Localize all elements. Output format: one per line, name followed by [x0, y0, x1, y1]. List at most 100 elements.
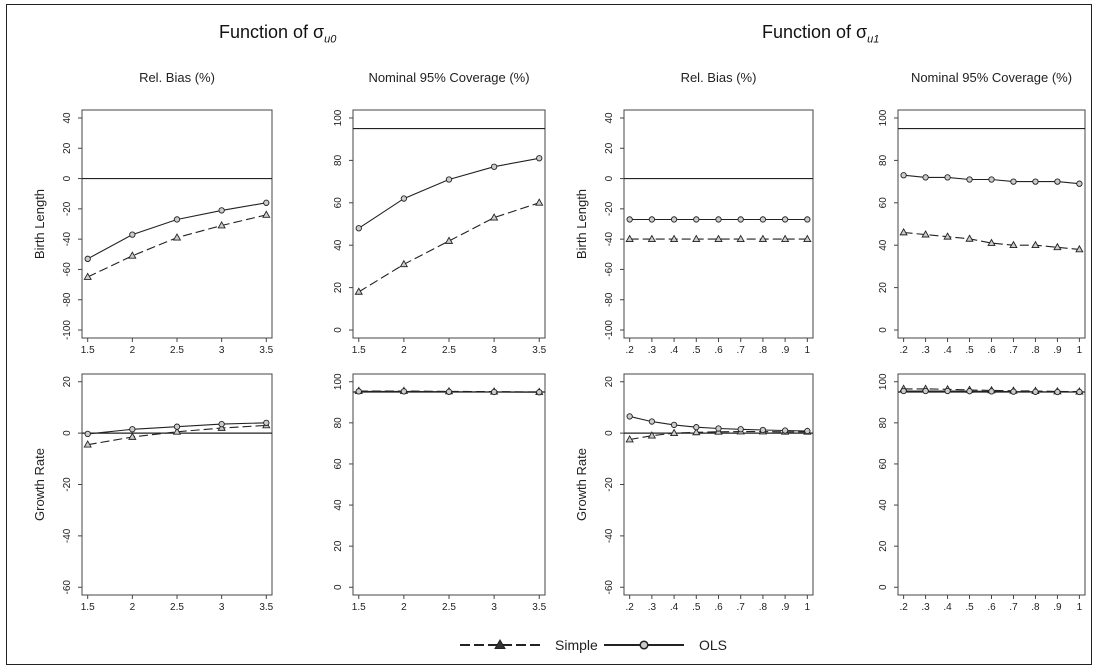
- x-tick-label: .9: [1053, 602, 1062, 613]
- y-tick-label: -20: [62, 201, 73, 216]
- x-tick-label: .7: [1009, 602, 1018, 613]
- group-title-sigma-u1: Function of σu1: [762, 22, 879, 46]
- series-line-simple: [903, 388, 1080, 393]
- x-tick-label: .4: [943, 602, 952, 613]
- chart-panel: Rel. Bias (%) Birth Length -100 -80 -60 -40 -2…: [32, 70, 274, 356]
- x-tick-label: .3: [921, 345, 930, 356]
- point-simple: [83, 440, 92, 448]
- point-simple: [647, 431, 657, 439]
- y-tick-label: 40: [333, 499, 344, 511]
- y-tick-label: -60: [62, 580, 73, 595]
- point-ols: [263, 199, 270, 206]
- plot-frame: [352, 109, 546, 339]
- x-tick-label: 1.5: [352, 602, 366, 613]
- point-ols: [759, 426, 767, 434]
- y-tick-label: 20: [333, 282, 344, 294]
- point-simple: [535, 198, 544, 206]
- x-tick-label: 2.5: [442, 602, 456, 613]
- point-ols: [922, 174, 929, 181]
- x-tick-label: .5: [692, 602, 701, 613]
- y-axis-label: Birth Length: [32, 189, 47, 259]
- point-ols: [966, 388, 973, 395]
- point-simple: [921, 230, 930, 238]
- y-tick-label: -60: [62, 262, 73, 277]
- x-tick-label: 2.5: [442, 345, 456, 356]
- point-ols: [693, 424, 700, 431]
- point-simple: [692, 234, 701, 242]
- y-tick-label: -100: [62, 320, 73, 340]
- y-tick-label: 20: [878, 540, 889, 552]
- y-tick-label: 80: [878, 154, 889, 166]
- x-tick-label: .8: [1031, 602, 1040, 613]
- series-line-simple: [629, 431, 808, 441]
- point-ols: [1010, 388, 1017, 395]
- y-axis-label: Growth Rate: [574, 448, 589, 521]
- point-simple: [217, 423, 226, 431]
- point-simple: [1053, 242, 1062, 251]
- x-tick-label: 1: [1077, 345, 1083, 356]
- x-tick-label: .5: [692, 345, 701, 356]
- point-ols: [1054, 178, 1061, 185]
- point-ols: [84, 430, 91, 438]
- x-tick-label: 2: [401, 602, 407, 613]
- y-tick-label: -40: [62, 528, 73, 543]
- group-title-text: Function of σ: [219, 22, 325, 42]
- plot-frame: [623, 373, 814, 596]
- x-tick-label: .4: [943, 345, 952, 356]
- point-ols: [173, 423, 181, 430]
- x-tick-label: 3.5: [259, 345, 273, 356]
- point-simple: [444, 236, 454, 244]
- point-ols: [944, 387, 951, 395]
- y-axis-label: Birth Length: [574, 189, 589, 259]
- point-ols: [1010, 178, 1017, 185]
- chart-panel: Nominal 95% Coverage (%) 0 20 40 60 80 100 1.5 2…: [333, 70, 547, 356]
- point-ols: [400, 195, 408, 202]
- plot-frame: [81, 109, 273, 339]
- y-tick-label: -80: [62, 292, 73, 307]
- legend-label-simple: Simple: [555, 637, 598, 653]
- y-tick-label: -20: [604, 477, 615, 492]
- point-ols: [218, 207, 225, 214]
- x-tick-label: .8: [759, 602, 768, 613]
- point-ols: [173, 216, 181, 223]
- series-line-ols: [87, 202, 267, 260]
- plot-frame: [81, 373, 273, 596]
- group-title-subscript: u0: [324, 33, 337, 46]
- y-tick-label: 60: [878, 197, 889, 209]
- y-tick-label: 0: [878, 584, 889, 590]
- y-tick-label: 80: [333, 154, 344, 166]
- y-tick-label: 100: [333, 109, 344, 126]
- x-tick-label: .9: [781, 602, 790, 613]
- y-tick-label: 40: [604, 112, 615, 124]
- x-tick-label: 1: [805, 345, 811, 356]
- point-ols: [400, 388, 408, 395]
- point-ols: [84, 255, 91, 262]
- panel-title: Rel. Bias (%): [139, 70, 215, 85]
- point-simple: [669, 428, 679, 436]
- chart-panel: 0 20 40 60 80 100 .2 .3 .4 .5 .6 .7 .8 .9 1: [878, 373, 1086, 613]
- x-tick-label: 1.5: [81, 345, 95, 356]
- y-tick-label: 100: [878, 109, 889, 126]
- point-simple: [692, 427, 701, 436]
- point-ols: [1076, 388, 1083, 396]
- panel-title: Nominal 95% Coverage (%): [911, 70, 1072, 85]
- point-ols: [1032, 178, 1039, 185]
- point-ols: [900, 172, 907, 179]
- point-ols: [781, 216, 789, 223]
- y-tick-label: 20: [62, 142, 73, 154]
- point-ols: [670, 421, 678, 429]
- point-ols: [966, 176, 973, 183]
- point-simple: [172, 427, 182, 435]
- y-tick-label: 20: [604, 142, 615, 154]
- legend-marker-circle: [639, 640, 649, 650]
- point-simple: [399, 259, 409, 268]
- series-line-simple: [903, 231, 1080, 250]
- point-simple: [943, 232, 952, 240]
- x-tick-label: 3: [219, 602, 225, 613]
- point-ols: [626, 216, 633, 223]
- plot-frame: [897, 109, 1086, 339]
- point-ols: [804, 216, 811, 223]
- point-ols: [988, 176, 995, 183]
- point-simple: [217, 221, 226, 229]
- point-ols: [490, 163, 498, 170]
